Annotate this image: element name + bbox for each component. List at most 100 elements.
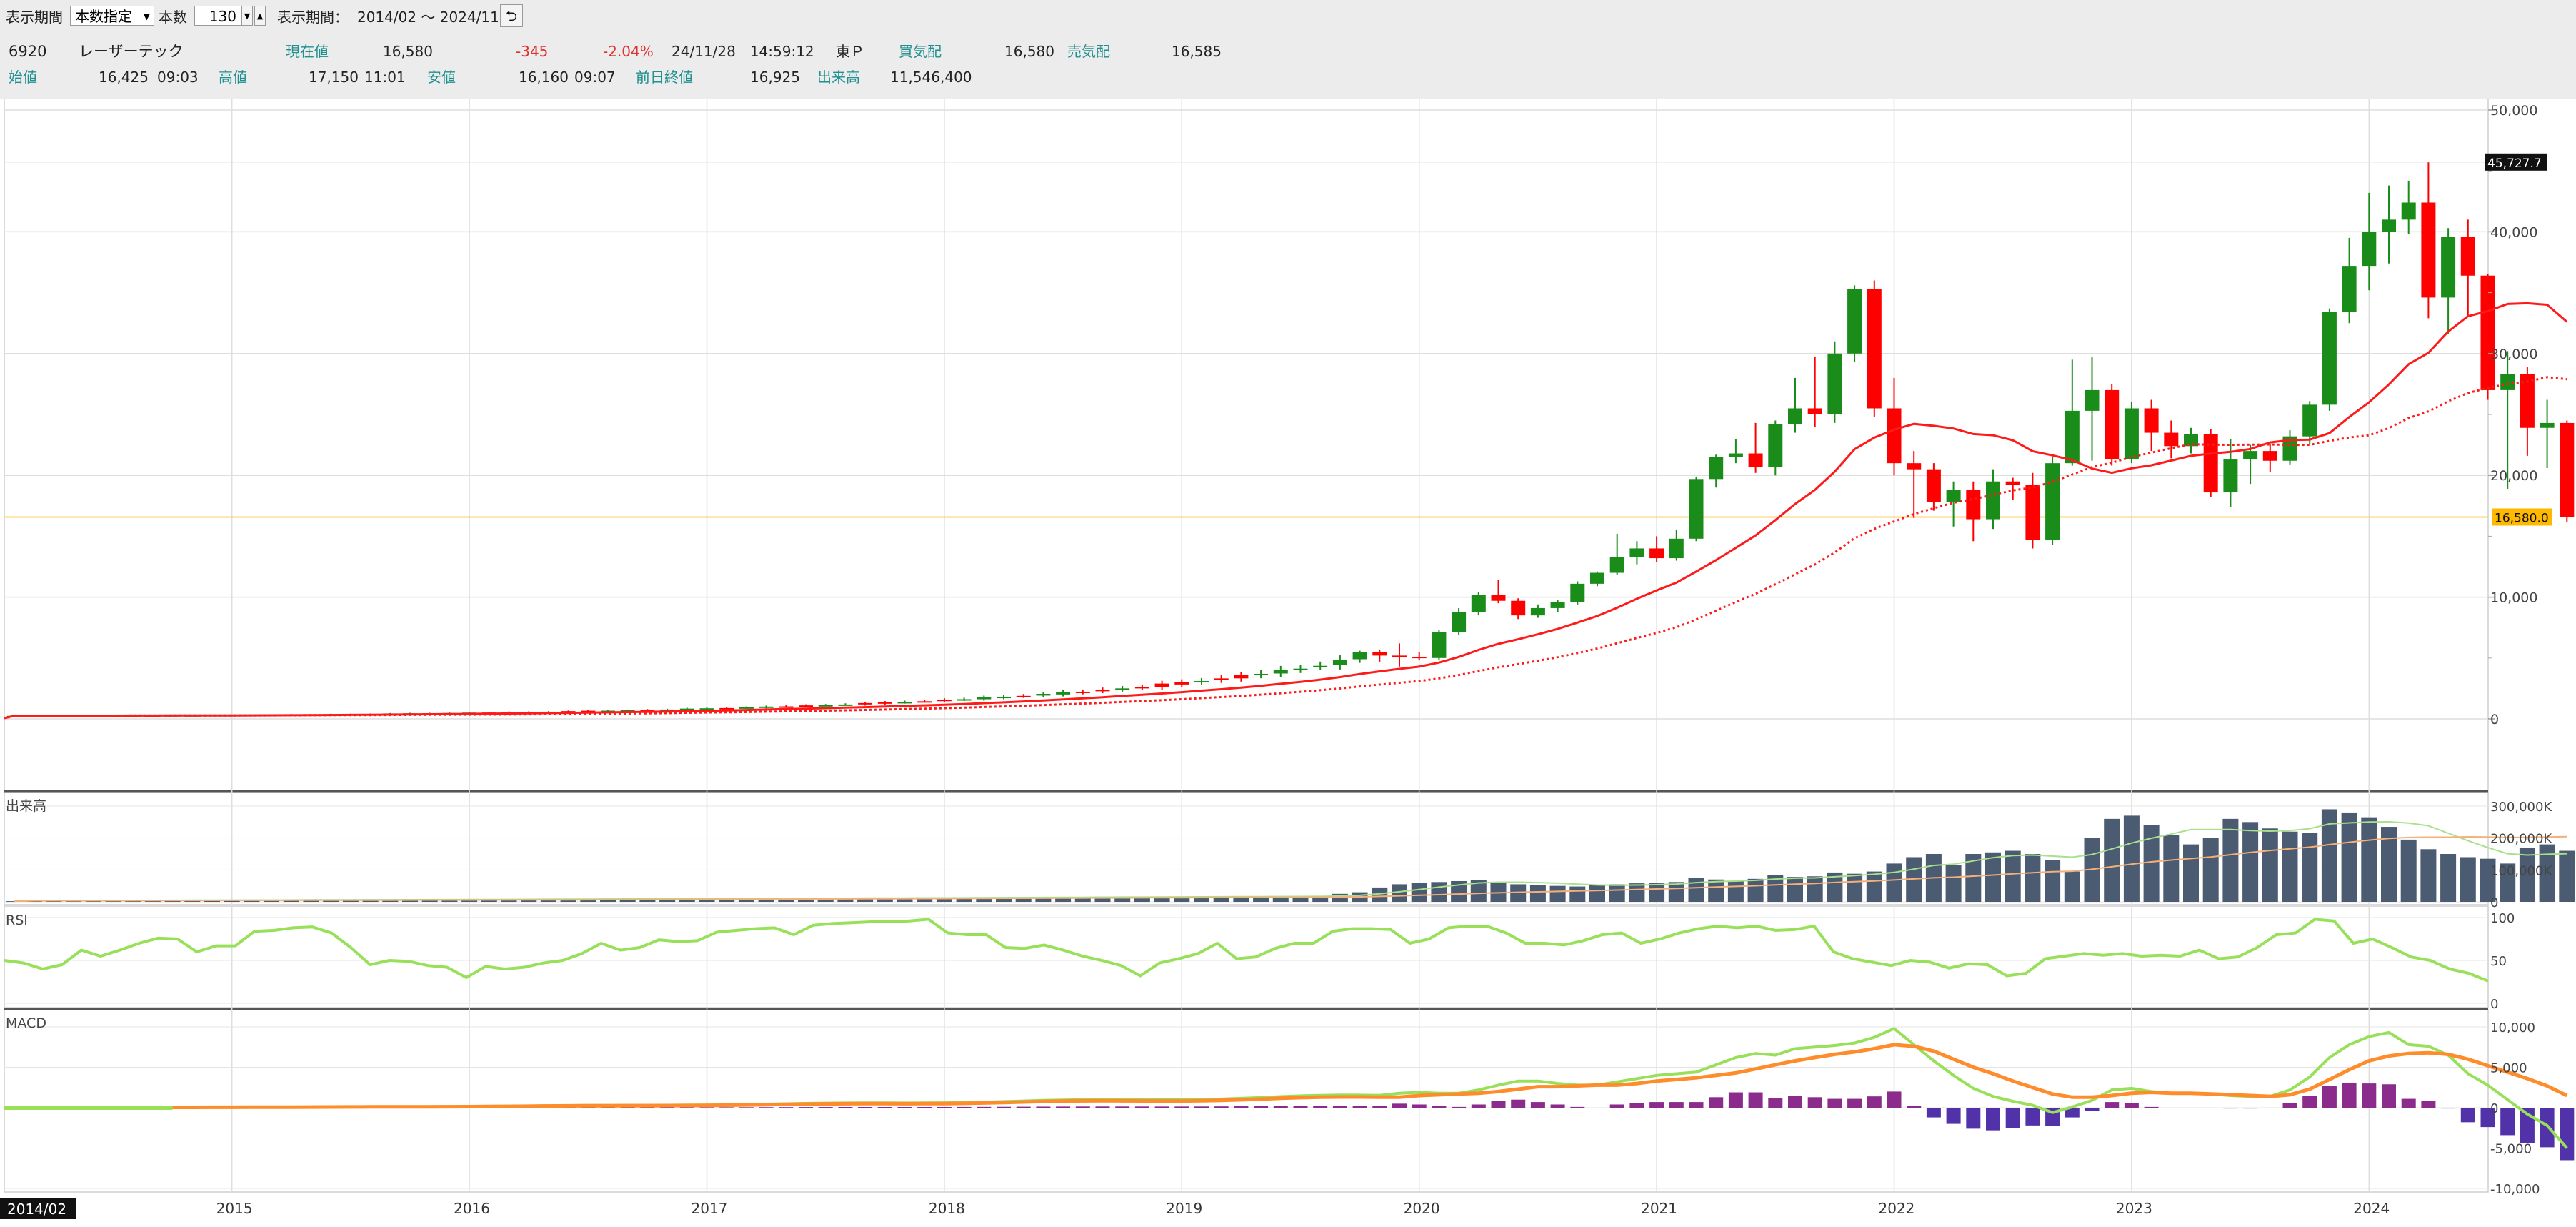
macd-histogram-bar xyxy=(2025,1108,2040,1126)
price-panel[interactable] xyxy=(4,162,2575,720)
volume-bar xyxy=(2500,863,2516,902)
price-tick-label: 50,000 xyxy=(2490,103,2537,119)
volume-bar xyxy=(1154,896,1170,902)
low-time: 09:07 xyxy=(574,69,616,86)
chevron-down-icon: ▼ xyxy=(143,11,150,21)
macd-histogram-bar xyxy=(818,1107,833,1108)
macd-histogram-bar xyxy=(1629,1103,1644,1108)
candle-body xyxy=(1452,612,1467,633)
count-down-button[interactable]: ▼ xyxy=(241,6,253,26)
macd-histogram-bar xyxy=(739,1107,754,1108)
reset-button[interactable]: ⮌ xyxy=(500,4,523,27)
macd-histogram-bar xyxy=(1709,1097,1724,1108)
candle-body xyxy=(1986,481,2000,520)
volume-bar xyxy=(1609,884,1625,902)
volume-tick-label: 200,000K xyxy=(2490,832,2552,847)
volume-bar xyxy=(1866,871,1882,902)
rsi-panel-label: RSI xyxy=(6,913,28,928)
volume-bar xyxy=(1134,897,1150,902)
candle-body xyxy=(799,705,813,707)
mode-select[interactable]: 本数指定 ▼ xyxy=(70,6,154,26)
macd-histogram-bar xyxy=(2460,1108,2475,1123)
macd-histogram-bar xyxy=(1115,1106,1130,1108)
candle-body xyxy=(2223,459,2238,493)
macd-histogram-bar xyxy=(1254,1106,1269,1108)
range-label: 表示期間： xyxy=(277,9,349,26)
macd-histogram-bar xyxy=(2085,1108,2100,1111)
volume-bar xyxy=(2440,854,2457,902)
high-time: 11:01 xyxy=(364,69,406,86)
volume-bar xyxy=(1787,877,1803,902)
candle-body xyxy=(1491,595,1506,601)
volume-bar xyxy=(778,898,794,902)
candle-body xyxy=(838,704,853,706)
macd-histogram-bar xyxy=(1154,1106,1169,1108)
candle-body xyxy=(1194,681,1209,683)
change-value: -345 xyxy=(516,43,549,60)
macd-histogram-bar xyxy=(1491,1101,1506,1108)
candle-body xyxy=(779,706,794,708)
macd-histogram-bar xyxy=(1847,1098,1862,1108)
candle-body xyxy=(1867,289,1882,409)
candle-body xyxy=(1530,607,1545,616)
signal-line xyxy=(14,1043,2568,1110)
candle-body xyxy=(1669,538,1684,559)
start-label-bg xyxy=(0,1198,76,1219)
candle-body xyxy=(2164,432,2179,447)
stock-chart[interactable]: 出来高 RSI MACD 2015 2016 2017 2018 2019 2020 202… xyxy=(0,99,2576,1227)
macd-histogram-bar xyxy=(620,1107,635,1108)
candle-body xyxy=(679,708,694,710)
candle-body xyxy=(640,710,655,712)
candle-body xyxy=(1570,583,1585,602)
macd-histogram-bar xyxy=(2362,1083,2377,1108)
candle-body xyxy=(1293,668,1308,670)
candle-body xyxy=(739,707,754,709)
volume-bar xyxy=(956,897,972,902)
volume-bar xyxy=(996,898,1012,902)
candle-body xyxy=(1827,353,1842,414)
macd-histogram-bar xyxy=(1293,1106,1308,1108)
macd-histogram-bar xyxy=(1273,1106,1288,1108)
volume-bar xyxy=(1708,879,1724,902)
rsi-panel[interactable]: RSI xyxy=(4,913,2489,983)
volume-bar xyxy=(1886,863,1902,902)
candle-body xyxy=(2401,202,2416,220)
volume-bar xyxy=(441,900,458,902)
volume-bar xyxy=(1312,896,1329,902)
candle-body xyxy=(1313,665,1328,667)
macd-histogram-bar xyxy=(1056,1106,1071,1108)
macd-histogram-bar xyxy=(2401,1098,2416,1108)
count-input[interactable]: 130 xyxy=(194,6,241,26)
candle-body xyxy=(1590,572,1604,584)
candle-body xyxy=(1332,660,1347,665)
year-tick-label: 2021 xyxy=(1641,1200,1677,1217)
rsi-tick-label: 50 xyxy=(2490,954,2507,969)
candle-body xyxy=(1966,490,1981,520)
volume-bar xyxy=(1847,873,1863,902)
candle-body xyxy=(2203,434,2218,493)
rsi-tick-label: 100 xyxy=(2490,911,2515,926)
macd-histogram-bar xyxy=(2065,1108,2080,1118)
macd-histogram-bar xyxy=(1530,1102,1545,1108)
count-up-button[interactable]: ▲ xyxy=(254,6,266,26)
macd-panel[interactable]: MACD xyxy=(4,1015,2575,1161)
return-arrow-icon: ⮌ xyxy=(505,7,518,24)
candle-body xyxy=(2362,232,2377,267)
volume-bar xyxy=(6,901,22,902)
macd-tick-label: 5,000 xyxy=(2490,1061,2527,1076)
macd-histogram-bar xyxy=(1867,1096,1882,1108)
volume-panel[interactable]: 出来高 xyxy=(6,798,2575,903)
candle-body xyxy=(660,709,675,711)
macd-histogram-bar xyxy=(1174,1106,1189,1108)
high-value: 17,150 xyxy=(309,69,359,86)
volume-bar xyxy=(2045,860,2061,902)
volume-ma-long xyxy=(14,835,2567,903)
candle-body xyxy=(1036,693,1051,696)
start-label: 2014/02 xyxy=(7,1201,66,1218)
year-tick-label: 2024 xyxy=(2353,1200,2390,1217)
macd-histogram-bar xyxy=(1926,1108,1941,1118)
volume-bar xyxy=(1945,865,1962,902)
volume-bar xyxy=(2183,844,2199,902)
stock-name: レーザーテック xyxy=(79,43,184,60)
grid xyxy=(4,99,2489,1193)
